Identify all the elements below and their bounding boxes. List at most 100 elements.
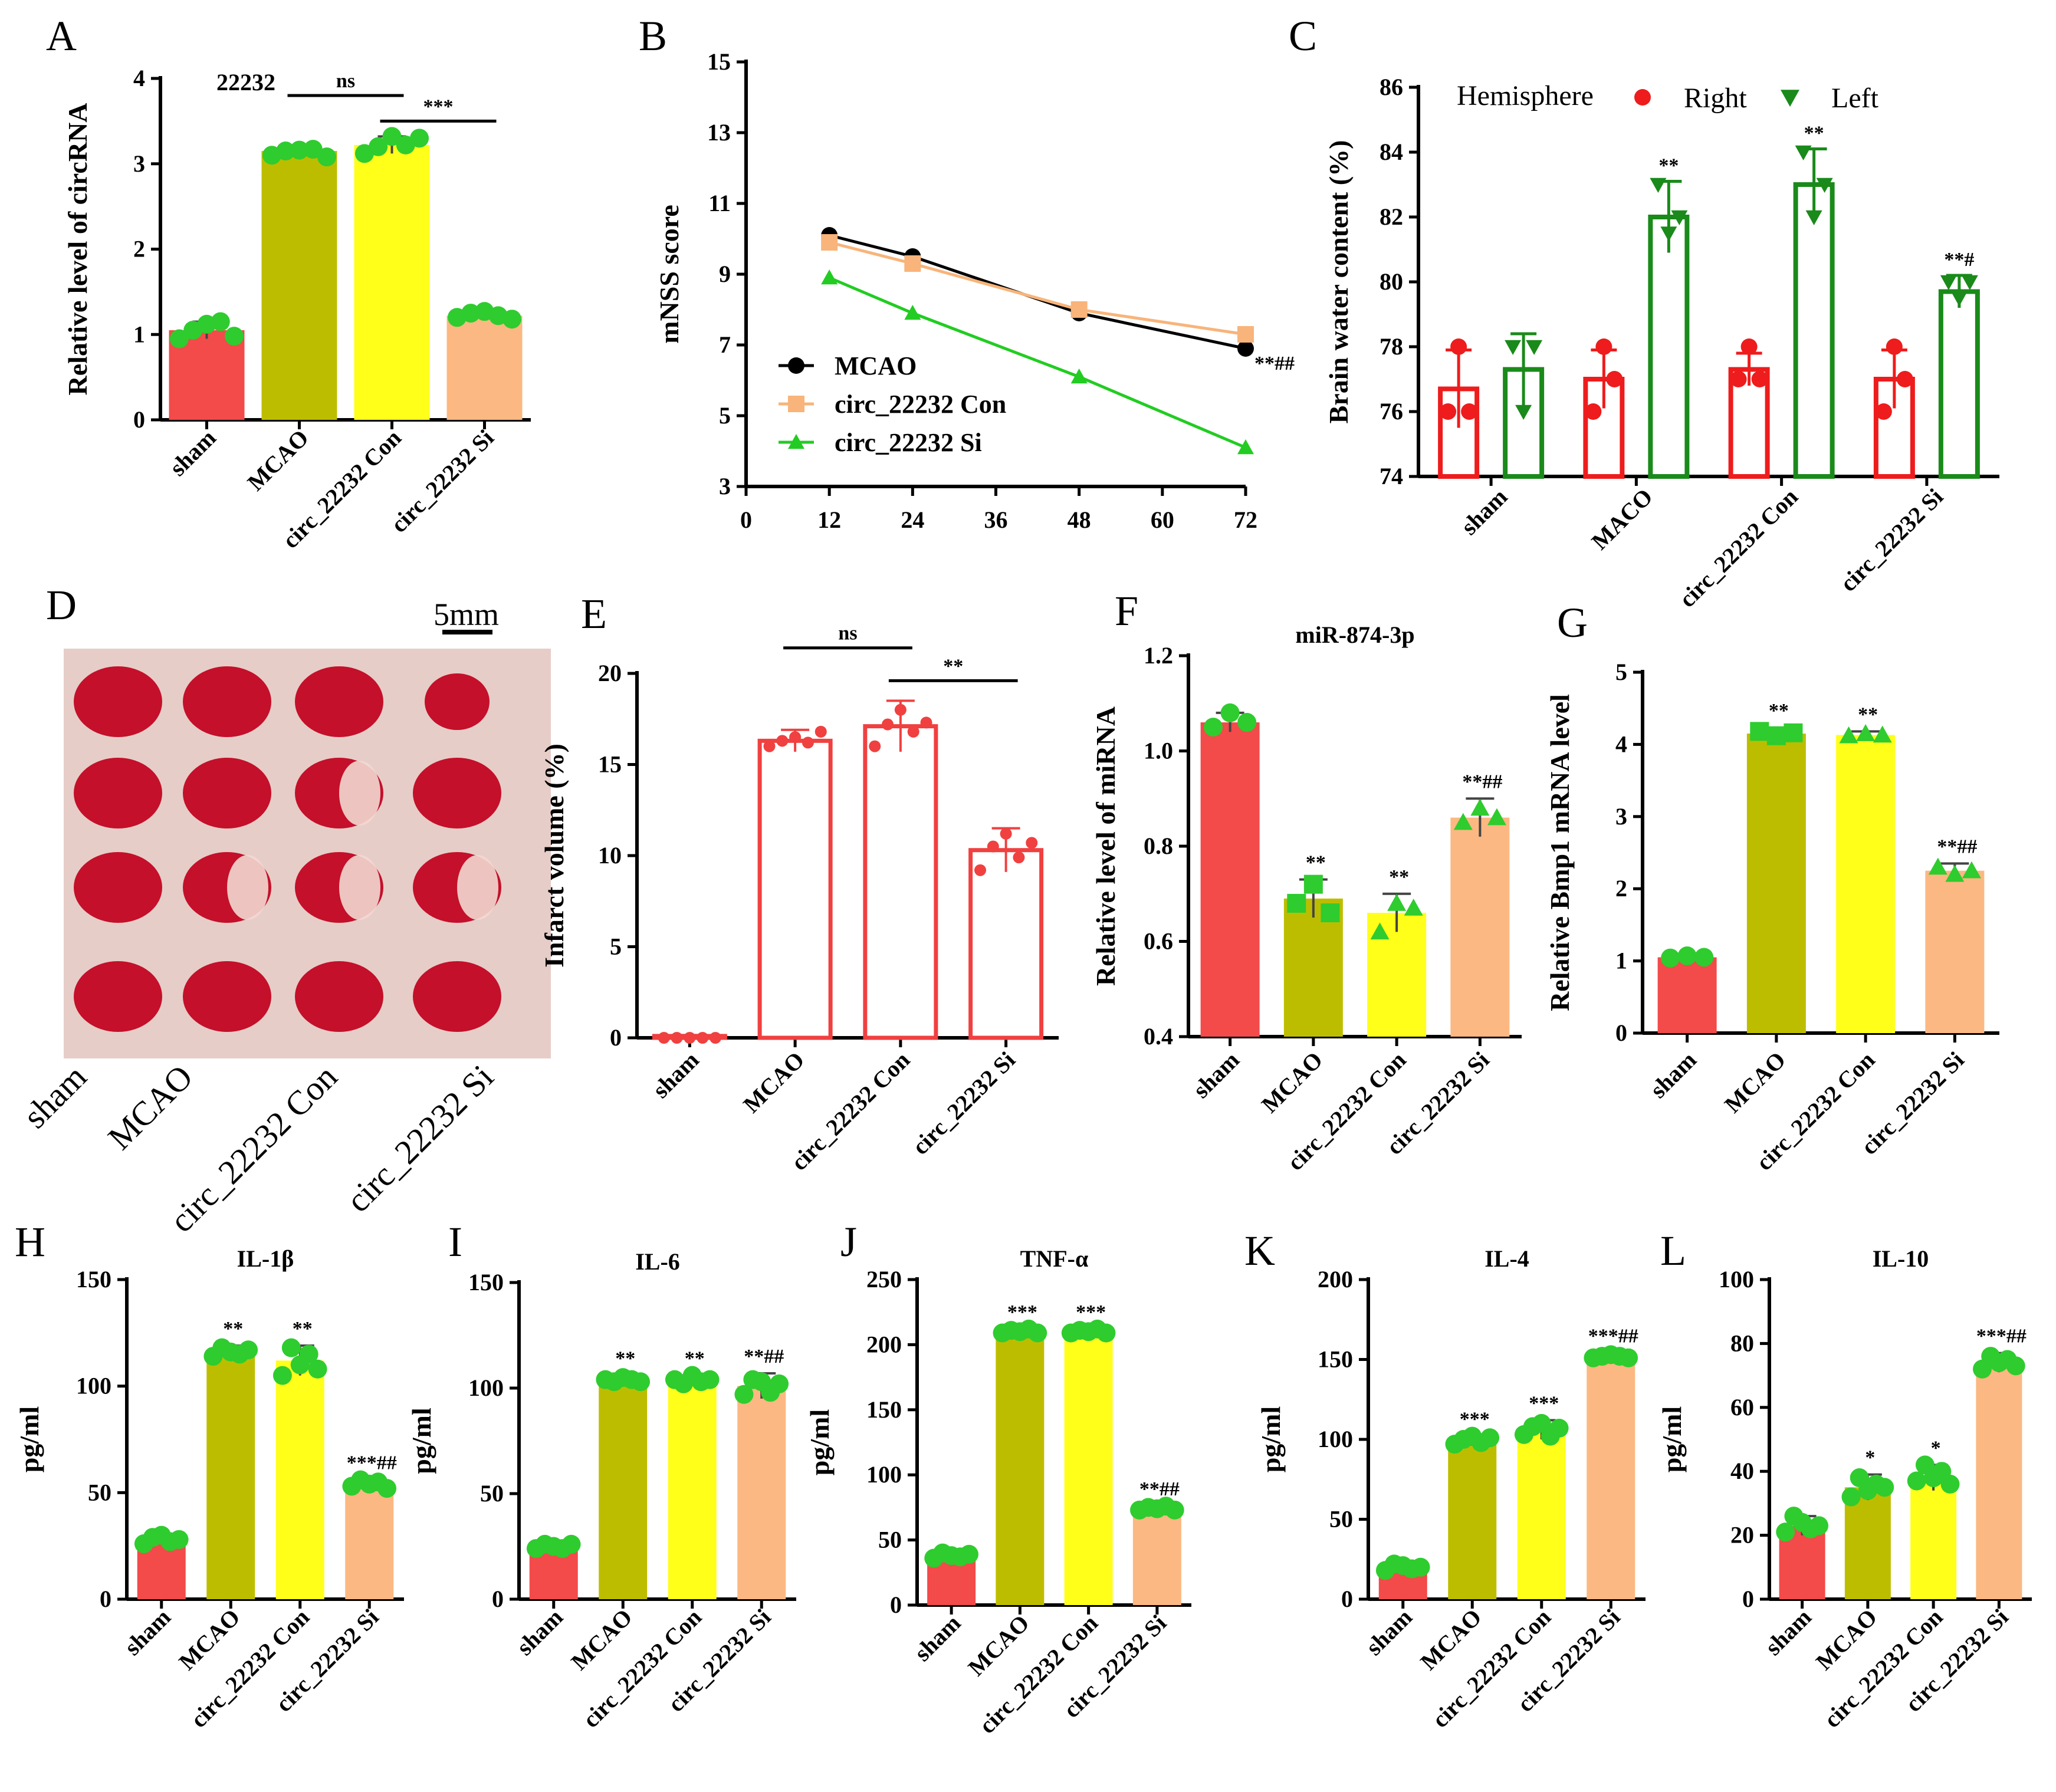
category-label: MCAO — [1719, 1047, 1791, 1118]
panel-letter-c: C — [1289, 12, 1317, 60]
data-point — [684, 1032, 696, 1044]
data-point — [821, 269, 838, 285]
bar — [1064, 1331, 1113, 1605]
data-point — [1886, 338, 1903, 355]
significance-label: **## — [1462, 771, 1502, 793]
data-point — [1961, 275, 1978, 290]
y-tick-label: 0 — [610, 1024, 622, 1051]
legend-label: Left — [1831, 83, 1879, 114]
data-point — [225, 327, 244, 346]
y-tick-label: 150 — [468, 1269, 504, 1295]
y-tick-label: 0 — [890, 1592, 902, 1618]
data-point — [1450, 338, 1467, 355]
y-axis-label: pg/ml — [406, 1408, 436, 1474]
panel-k: K050100150200IL-4pg/mlsham***MCAO***circ… — [1244, 1227, 1646, 1733]
data-point — [410, 129, 429, 148]
legend-marker-left — [1781, 90, 1799, 107]
bar — [1132, 1508, 1181, 1605]
brain-slice — [74, 961, 162, 1032]
data-point — [299, 1344, 318, 1364]
bar — [446, 315, 523, 420]
significance-label: ** — [1389, 866, 1409, 888]
data-point — [1694, 948, 1714, 967]
significance-label: *** — [1076, 1301, 1106, 1323]
significance-label: *** — [1529, 1392, 1559, 1414]
panel-letter-k: K — [1244, 1227, 1275, 1274]
y-axis-label: Relative Bmp1 mRNA level — [1545, 694, 1575, 1011]
y-tick-label: 3 — [719, 473, 731, 499]
category-label: sham — [1188, 1047, 1244, 1103]
series-line — [829, 276, 1246, 449]
bar — [1836, 735, 1896, 1033]
panel-l: L020406080100IL-10pg/mlsham*MCAO*circ_22… — [1657, 1227, 2032, 1733]
data-point — [658, 1032, 670, 1044]
infarct-region — [227, 855, 268, 920]
data-point — [1585, 403, 1602, 420]
y-tick-label: 200 — [866, 1331, 902, 1357]
data-point — [1404, 898, 1423, 916]
data-point — [1619, 1348, 1638, 1367]
significance-label: ** — [1658, 155, 1679, 177]
data-point — [1096, 1323, 1116, 1343]
y-tick-label: 0 — [1341, 1586, 1353, 1612]
legend-marker — [788, 357, 804, 374]
y-tick-label: 200 — [1318, 1266, 1353, 1293]
data-point — [882, 718, 894, 731]
category-label: circ_22232 Con — [185, 1604, 314, 1733]
x-tick-label: 60 — [1151, 507, 1174, 533]
data-point — [904, 255, 921, 272]
category-label: sham — [1645, 1047, 1702, 1103]
y-tick-label: 0.8 — [1144, 833, 1173, 859]
data-point — [2006, 1356, 2025, 1376]
panel-title: IL-1β — [237, 1245, 294, 1272]
data-point — [281, 1338, 301, 1357]
significance-label: *** — [1007, 1301, 1037, 1323]
y-tick-label: 150 — [866, 1396, 902, 1423]
data-point — [974, 864, 986, 876]
data-point — [1751, 371, 1768, 387]
legend-title: Hemisphere — [1457, 80, 1594, 111]
data-point — [1287, 893, 1306, 913]
significance-label: ***## — [1976, 1326, 2027, 1347]
data-point — [276, 142, 295, 161]
data-point — [1660, 226, 1677, 242]
significance-label: ** — [1804, 123, 1824, 144]
panel-d-category-label: circ_22232 Si — [339, 1057, 501, 1219]
data-point — [382, 127, 402, 146]
y-tick-label: 50 — [878, 1527, 902, 1553]
data-point — [1875, 1478, 1894, 1497]
data-point — [308, 1359, 327, 1379]
y-tick-label: 5 — [1615, 659, 1627, 685]
bar — [261, 151, 337, 420]
data-point — [1220, 703, 1240, 722]
category-label: sham — [119, 1604, 176, 1661]
panel-c: C 74 76 78 80 82 84 86 Brain water content (%) He… — [1289, 12, 1999, 613]
y-tick-label: 150 — [76, 1266, 111, 1293]
bar — [1938, 289, 1980, 479]
panel-j: J050100150200250TNF-αpg/mlsham***MCAO***… — [804, 1218, 1191, 1739]
data-point — [904, 305, 921, 320]
data-point — [1816, 177, 1833, 193]
panel-d-category-label: sham — [16, 1057, 94, 1136]
significance-label: **## — [1937, 836, 1977, 857]
y-tick-label: 100 — [1719, 1266, 1754, 1293]
bar — [206, 1352, 255, 1599]
bar — [1976, 1362, 2022, 1599]
y-tick-label: 15 — [598, 751, 622, 778]
y-tick-label: 150 — [1318, 1346, 1353, 1373]
bar — [757, 738, 833, 1040]
category-label: MCAO — [242, 425, 313, 496]
infarct-region — [339, 761, 380, 826]
data-point — [1875, 403, 1892, 420]
significance-label: ** — [223, 1318, 243, 1340]
data-point — [1461, 403, 1478, 420]
y-tick-label: 86 — [1380, 74, 1403, 100]
data-point — [1873, 725, 1892, 743]
y-tick-label: 1 — [1615, 948, 1627, 974]
infarct-region — [457, 855, 498, 920]
y-axis-label: Infarct volume (%) — [539, 744, 569, 968]
data-point — [1165, 1500, 1184, 1520]
bar — [1648, 215, 1690, 479]
bar — [354, 144, 430, 420]
